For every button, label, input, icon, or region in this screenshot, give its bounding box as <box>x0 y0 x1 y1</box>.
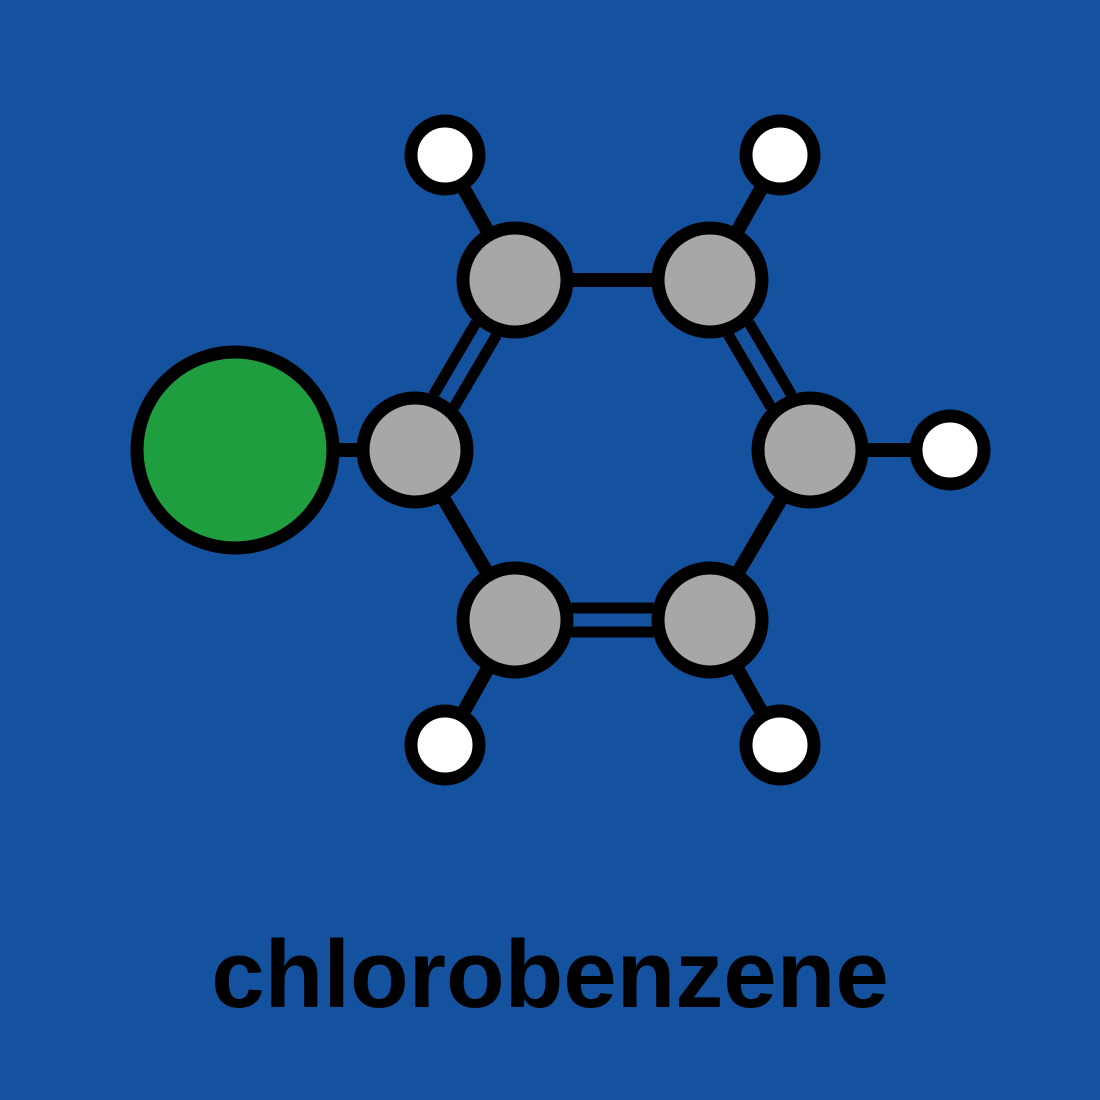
atom-hydrogen <box>746 711 814 779</box>
atom-carbon <box>658 568 762 672</box>
atom-carbon <box>463 568 567 672</box>
atom-carbon <box>363 398 467 502</box>
atoms-group <box>137 121 984 779</box>
atom-carbon <box>463 228 567 332</box>
atom-hydrogen <box>746 121 814 189</box>
atom-hydrogen <box>411 711 479 779</box>
molecule-name-label: chlorobenzene <box>0 920 1100 1030</box>
molecule-diagram: chlorobenzene <box>0 0 1100 1100</box>
atom-carbon <box>658 228 762 332</box>
atom-carbon <box>758 398 862 502</box>
atom-chlorine <box>137 352 333 548</box>
atom-hydrogen <box>411 121 479 189</box>
atom-hydrogen <box>916 416 984 484</box>
